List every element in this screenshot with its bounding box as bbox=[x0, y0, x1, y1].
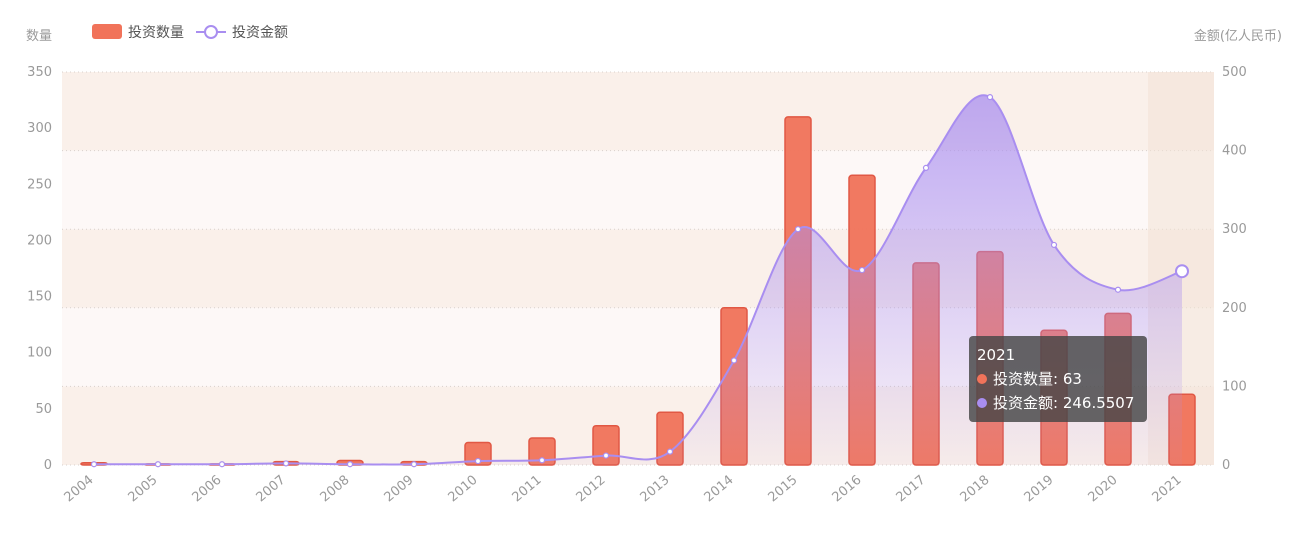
x-tick-label: 2012 bbox=[574, 473, 609, 506]
x-tick-label: 2020 bbox=[1086, 473, 1121, 506]
x-tick-label: 2019 bbox=[1022, 473, 1057, 506]
x-tick-label: 2005 bbox=[126, 473, 161, 506]
amount-point bbox=[858, 266, 866, 274]
x-tick-label: 2007 bbox=[254, 473, 289, 506]
tooltip: 2021 投资数量: 63 投资金额: 246.5507 bbox=[969, 336, 1147, 422]
y-left-tick-label: 100 bbox=[27, 346, 52, 361]
x-tick-label: 2009 bbox=[382, 473, 417, 506]
x-tick-label: 2006 bbox=[190, 473, 225, 506]
y-left-tick-label: 300 bbox=[27, 121, 52, 136]
amount-point bbox=[218, 461, 226, 468]
tooltip-amount-label: 投资金额: 246.5507 bbox=[993, 394, 1135, 412]
amount-area bbox=[94, 95, 1182, 466]
amount-point bbox=[410, 461, 418, 468]
amount-point bbox=[154, 461, 162, 468]
x-tick-label: 2013 bbox=[638, 473, 673, 506]
y-left-tick-label: 50 bbox=[35, 402, 52, 417]
tooltip-title: 2021 bbox=[977, 346, 1016, 364]
x-tick-label: 2014 bbox=[702, 473, 737, 506]
x-tick-label: 2016 bbox=[830, 473, 865, 506]
amount-points bbox=[90, 94, 1189, 468]
x-tick-label: 2008 bbox=[318, 473, 353, 506]
x-tick-label: 2004 bbox=[62, 473, 97, 506]
tooltip-row-amount: 投资金额: 246.5507 bbox=[977, 391, 1139, 415]
y-left-tick-label: 150 bbox=[27, 290, 52, 305]
y-left-tick-label: 350 bbox=[27, 65, 52, 80]
amount-point bbox=[666, 448, 674, 455]
amount-point bbox=[602, 452, 610, 459]
amount-point bbox=[922, 164, 930, 171]
legend: 投资数量 投资金额 bbox=[92, 24, 288, 41]
amount-point bbox=[986, 94, 994, 101]
y-left-tick-label: 200 bbox=[27, 233, 52, 248]
x-tick-label: 2015 bbox=[766, 473, 801, 506]
y-right-tick-label: 500 bbox=[1222, 65, 1247, 80]
x-tick-label: 2011 bbox=[510, 473, 545, 506]
amount-point bbox=[794, 226, 802, 233]
amount-point bbox=[1114, 286, 1122, 293]
x-tick-label: 2018 bbox=[958, 473, 993, 506]
amount-point bbox=[282, 460, 290, 467]
amount-point bbox=[730, 357, 738, 364]
amount-point bbox=[1050, 241, 1058, 249]
y-right-tick-label: 300 bbox=[1222, 222, 1247, 237]
tooltip-amount-dot bbox=[977, 398, 987, 408]
amount-line bbox=[94, 94, 1183, 466]
legend-bar-label[interactable]: 投资数量 bbox=[128, 25, 184, 41]
x-tick-label: 2017 bbox=[894, 473, 929, 506]
y-right-tick-label: 400 bbox=[1222, 144, 1247, 159]
y-right-tick-labels: 0 100 200 300 400 500 bbox=[1222, 65, 1247, 473]
amount-point bbox=[90, 461, 98, 468]
y-right-tick-label: 200 bbox=[1222, 301, 1247, 316]
legend-line-label[interactable]: 投资金额 bbox=[232, 25, 288, 41]
amount-point bbox=[1175, 264, 1189, 279]
tooltip-count-dot bbox=[977, 374, 987, 384]
amount-point bbox=[346, 461, 354, 468]
tooltip-row-count: 投资数量: 63 bbox=[977, 367, 1139, 391]
y-left-tick-labels: 0 50 100 150 200 250 300 350 bbox=[27, 65, 52, 473]
y-left-tick-label: 250 bbox=[27, 177, 52, 192]
y-right-axis-label: 金额(亿人民币) bbox=[1194, 28, 1282, 44]
amount-point bbox=[474, 457, 482, 465]
amount-point bbox=[538, 457, 546, 464]
legend-bar-swatch[interactable] bbox=[92, 24, 122, 39]
x-tick-labels: 2004 2005 2006 2007 2008 2009 2010 2011 2012 2013… bbox=[62, 473, 1185, 506]
x-tick-label: 2010 bbox=[446, 473, 481, 506]
y-left-tick-label: 0 bbox=[44, 458, 52, 473]
y-right-tick-label: 100 bbox=[1222, 379, 1247, 394]
background-band bbox=[62, 72, 1214, 151]
x-tick-label: 2021 bbox=[1150, 473, 1185, 506]
y-right-tick-label: 0 bbox=[1222, 458, 1230, 473]
y-left-axis-label: 数量 bbox=[26, 29, 52, 44]
legend-line-marker[interactable] bbox=[204, 25, 218, 39]
tooltip-count-label: 投资数量: 63 bbox=[993, 370, 1082, 388]
